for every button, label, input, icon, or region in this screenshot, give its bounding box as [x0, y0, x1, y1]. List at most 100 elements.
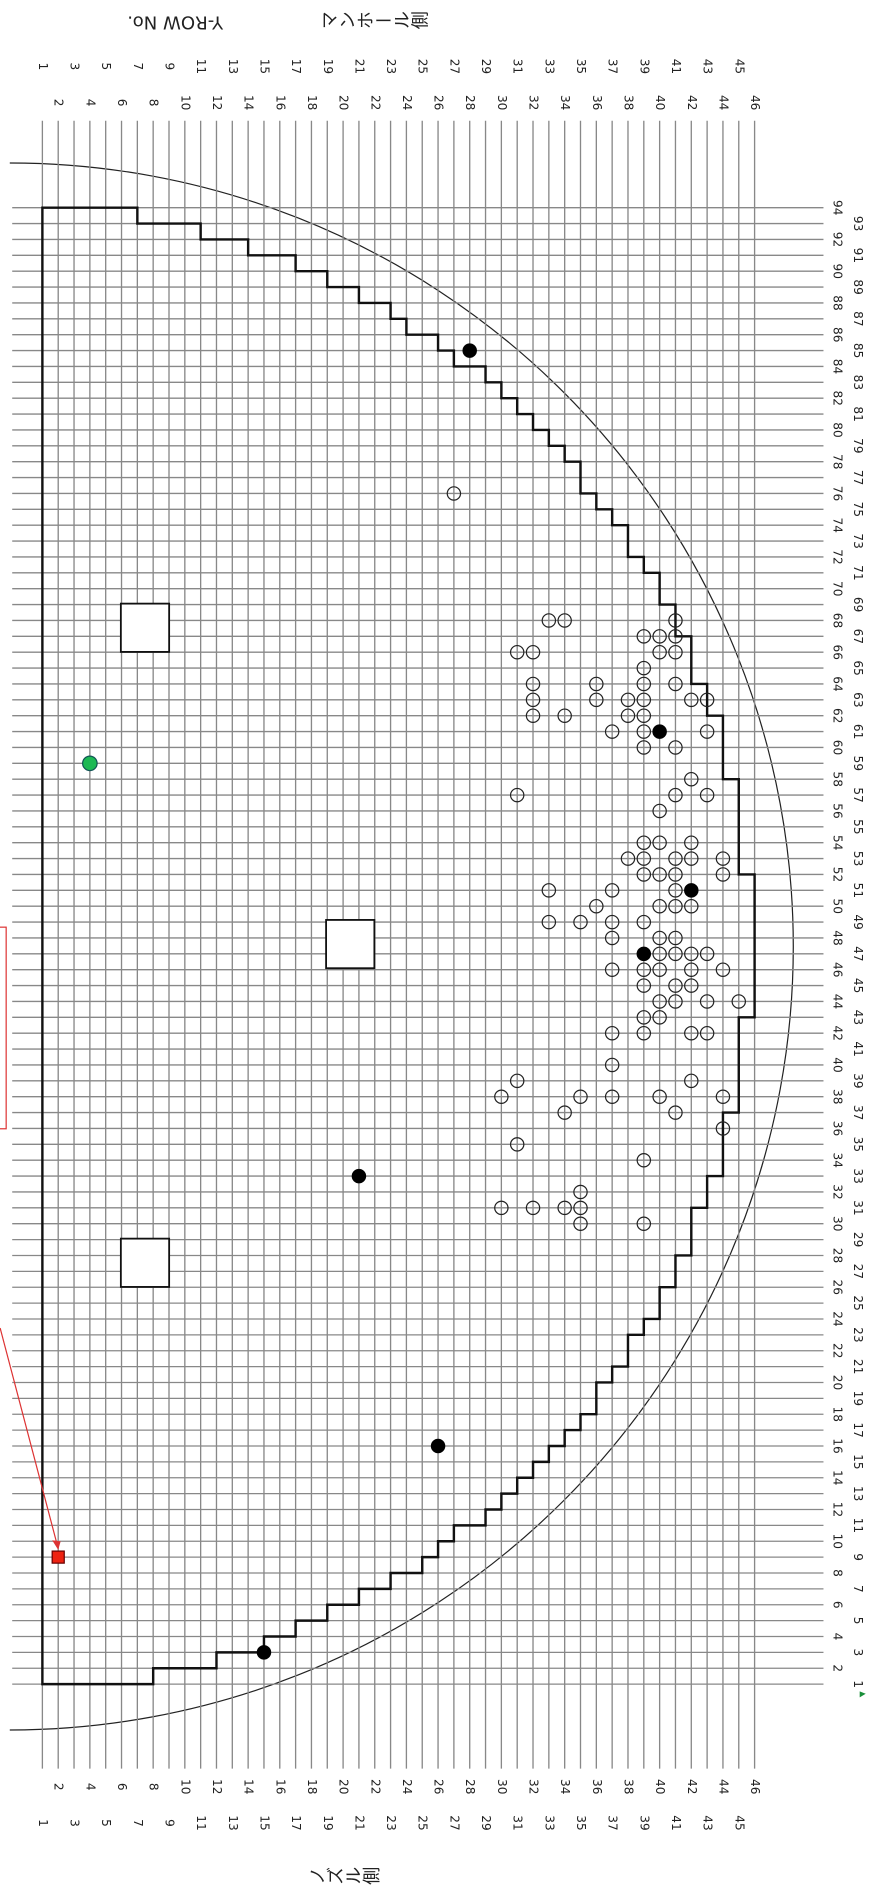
column-label: 43 — [701, 1815, 715, 1830]
tube-open — [652, 1089, 667, 1104]
tube-open — [636, 708, 652, 723]
tube-open — [557, 1105, 572, 1120]
row-label: 16 — [830, 1438, 844, 1453]
tube-open — [509, 644, 525, 660]
column-label: 37 — [606, 1815, 620, 1830]
column-label: 29 — [479, 59, 493, 74]
row-label: 20 — [830, 1375, 844, 1390]
column-label: 13 — [226, 59, 240, 74]
column-label: 6 — [115, 99, 129, 107]
column-label: 24 — [400, 95, 414, 110]
tube-open — [652, 803, 667, 819]
tube-open — [636, 724, 652, 739]
tube-open — [652, 629, 667, 644]
column-label: 18 — [305, 1779, 319, 1794]
column-label: 3 — [68, 1819, 82, 1827]
tube-plugged — [351, 1168, 367, 1184]
tube-plugged — [462, 343, 477, 358]
column-label: 5 — [99, 1819, 113, 1827]
tube-open — [684, 1025, 699, 1041]
tube-open — [604, 724, 620, 739]
row-label: 22 — [830, 1343, 844, 1358]
column-label: 7 — [131, 1819, 145, 1827]
column-label: 36 — [590, 1779, 604, 1794]
column-label: 31 — [511, 1815, 525, 1830]
column-label: 39 — [637, 59, 651, 74]
tube-open — [636, 676, 652, 692]
manhole-side: マンホール側 — [320, 11, 429, 32]
tube-open — [589, 692, 604, 708]
tube-open — [668, 994, 683, 1009]
column-label: 26 — [432, 1779, 446, 1794]
row-label: 38 — [830, 1089, 844, 1104]
tube-open — [699, 692, 715, 708]
tube-open — [573, 1089, 588, 1104]
tube-open — [668, 946, 683, 962]
tube-open — [525, 708, 541, 723]
row-label: 28 — [830, 1248, 844, 1263]
column-label: 30 — [495, 95, 509, 110]
row-label: 31 — [851, 1200, 865, 1215]
row-label: 59 — [851, 756, 865, 771]
column-label: 20 — [337, 95, 351, 110]
row-label: 5 — [851, 1617, 865, 1625]
row-label: 49 — [851, 914, 865, 929]
row-label: 70 — [830, 581, 844, 596]
column-label: 9 — [162, 63, 176, 71]
tube-open — [525, 692, 541, 708]
tube-open — [557, 613, 572, 628]
tube-open — [668, 644, 683, 660]
column-label: 33 — [542, 1815, 556, 1830]
tube-open — [620, 708, 636, 723]
column-label: 2 — [52, 99, 66, 107]
tube-open — [573, 1216, 588, 1231]
tube-open — [636, 867, 652, 882]
tube-open — [652, 867, 667, 882]
column-label: 8 — [147, 99, 161, 107]
column-label: 34 — [558, 95, 572, 110]
row-label: 29 — [851, 1232, 865, 1247]
column-label: 1 — [36, 63, 50, 71]
row-label: 75 — [851, 502, 865, 517]
row-label: 13 — [851, 1486, 865, 1501]
tube-open — [715, 1089, 731, 1104]
row-label: 21 — [851, 1359, 865, 1374]
row-label: 86 — [830, 327, 844, 342]
column-label: 34 — [558, 1779, 572, 1794]
tube-open — [684, 692, 699, 708]
column-label: 23 — [384, 1815, 398, 1830]
tube-open — [494, 1200, 509, 1216]
tube-open — [652, 1010, 667, 1025]
column-label: 31 — [511, 59, 525, 74]
tube-open — [604, 1057, 620, 1073]
row-label: 78 — [830, 454, 844, 469]
column-label: 33 — [542, 59, 556, 74]
tube-open — [699, 994, 715, 1009]
tube-plugged — [652, 724, 667, 739]
tube-open — [620, 851, 636, 866]
tube-open — [604, 883, 620, 898]
tube-open — [604, 1025, 620, 1041]
column-label: 14 — [242, 1779, 256, 1794]
tube-open — [652, 946, 667, 962]
headings: Y-ROW No. マンホール側 ノズル側 — [127, 11, 428, 1888]
row-label: 87 — [851, 311, 865, 326]
tube-open — [652, 835, 667, 850]
tube-open — [668, 1105, 683, 1120]
callout-arrow — [0, 1327, 59, 1549]
column-label: 10 — [178, 1779, 192, 1794]
row-label: 32 — [830, 1184, 844, 1199]
tube-open — [541, 883, 557, 898]
column-label: 8 — [147, 1783, 161, 1791]
column-label: 41 — [669, 59, 683, 74]
row-label: 37 — [851, 1105, 865, 1120]
tube-plugged — [636, 946, 652, 962]
row-label: 43 — [851, 1010, 865, 1025]
row-label: 64 — [830, 676, 844, 691]
row-label: 91 — [851, 248, 865, 263]
row-label: 62 — [830, 708, 844, 723]
row-label: 26 — [830, 1280, 844, 1295]
nozzle-side: ノズル側 — [308, 1867, 380, 1888]
tube-open — [525, 1200, 541, 1216]
